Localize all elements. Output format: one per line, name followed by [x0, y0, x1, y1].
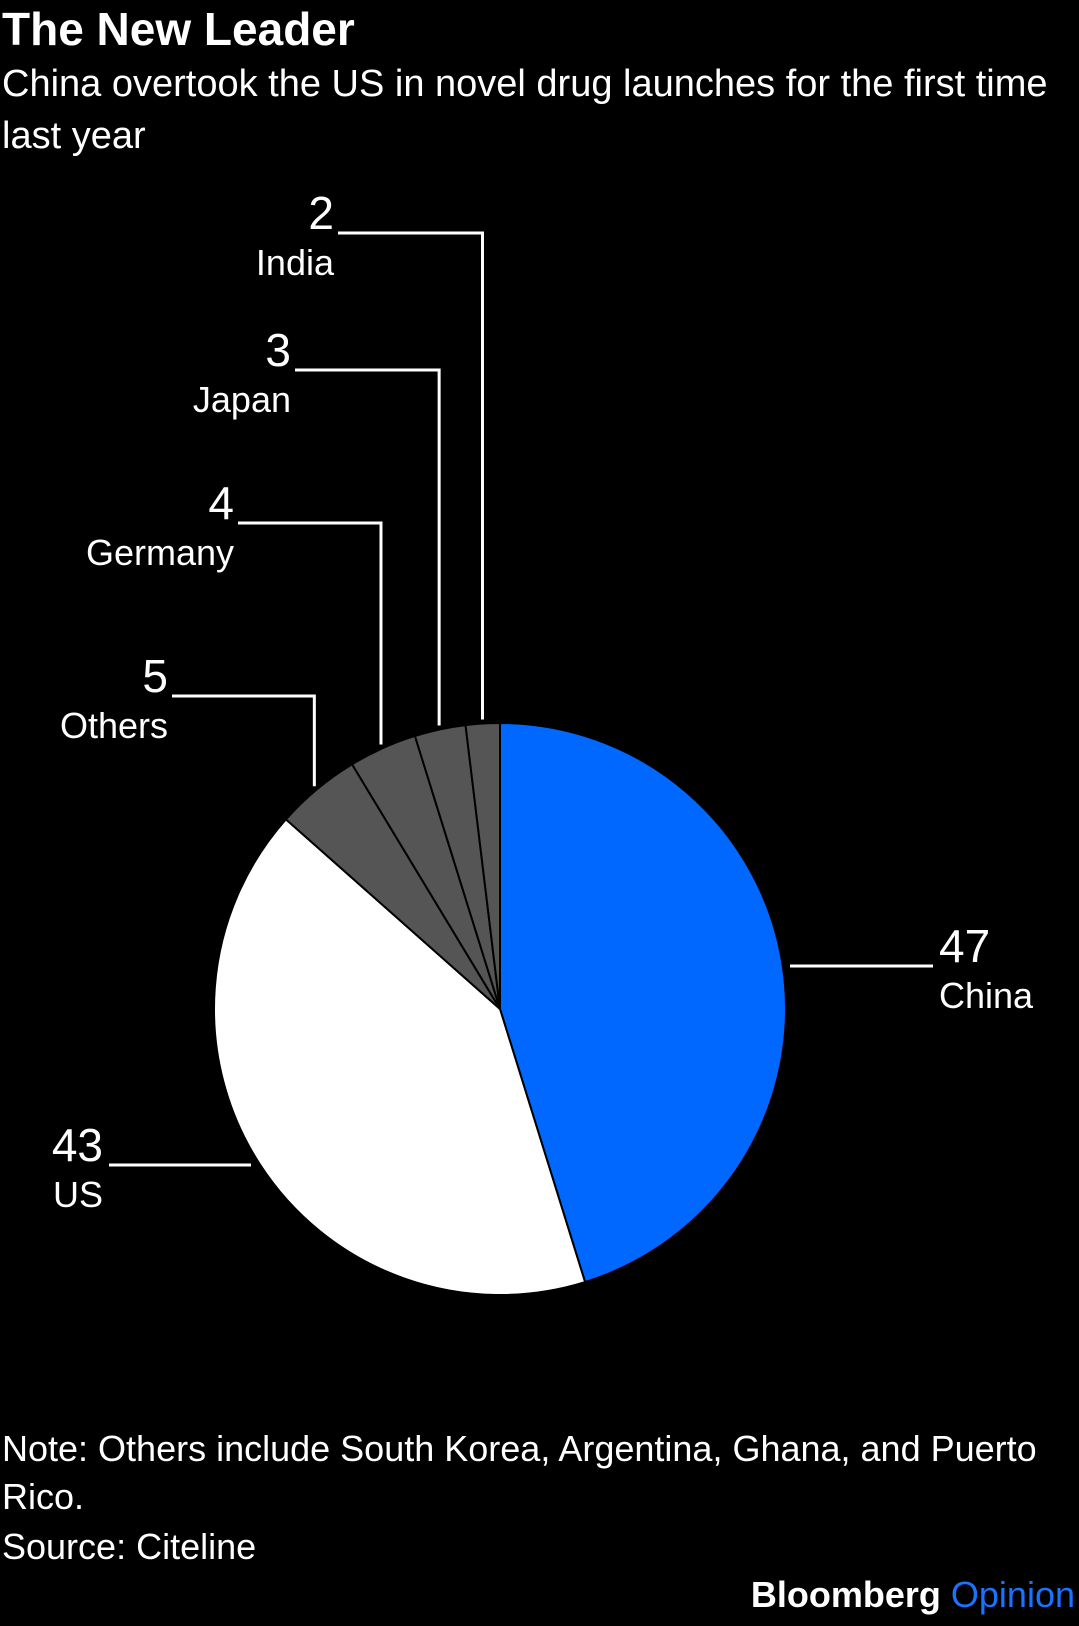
data-label: 2 — [308, 187, 334, 239]
leader-line — [172, 694, 316, 787]
category-label: US — [53, 1174, 103, 1215]
data-label: 5 — [142, 650, 168, 702]
category-label: India — [256, 242, 335, 283]
category-label: China — [939, 975, 1034, 1016]
chart-title: The New Leader — [2, 3, 355, 55]
data-label: 47 — [939, 920, 990, 972]
source: Source: Citeline — [2, 1526, 257, 1567]
data-label: 4 — [208, 477, 234, 529]
data-label: 43 — [52, 1119, 103, 1171]
category-label: Japan — [193, 379, 291, 420]
leader-line — [295, 368, 441, 726]
chart-subtitle: China overtook the US in novel drug laun… — [2, 63, 1048, 157]
data-label: 3 — [265, 324, 291, 376]
brand-suffix: Opinion — [950, 1574, 1075, 1615]
leader-line — [238, 521, 383, 745]
category-label: Germany — [86, 532, 234, 573]
brand: Bloomberg Opinion — [751, 1574, 1075, 1616]
pie-slice — [499, 721, 787, 1284]
brand-name: Bloomberg — [750, 1574, 941, 1615]
category-label: Others — [60, 705, 168, 746]
pie-slice — [464, 721, 501, 1010]
note: Note: Others include South Korea, Argent… — [2, 1428, 1037, 1517]
pie-slice — [213, 817, 587, 1296]
leader-line — [338, 231, 484, 720]
